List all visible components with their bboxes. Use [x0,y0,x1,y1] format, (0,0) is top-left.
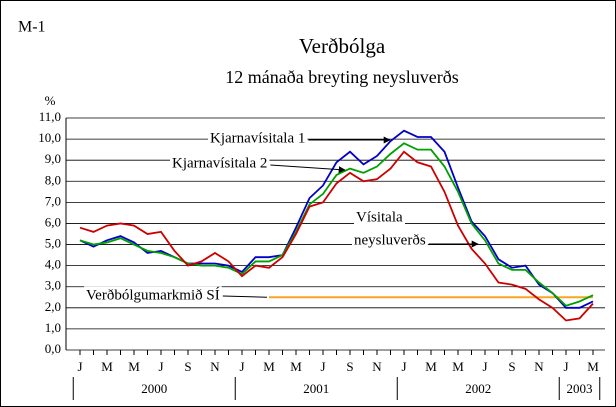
chart-subtitle: 12 mánaða breyting neysluverðs [225,67,458,87]
series-line [79,150,594,322]
label-bg [208,130,308,147]
y-tick-label: 11,0 [39,109,61,124]
year-label: 2001 [303,381,329,396]
arrow [270,164,346,174]
x-tick-label: J [239,359,244,374]
y-tick-label: 2,0 [45,299,61,314]
chart-title: Verðbólga [299,34,386,58]
x-tick-label: J [482,359,487,374]
year-label: 2002 [465,381,491,396]
x-tick-label: J [563,359,568,374]
label-bg [354,209,405,226]
x-tick-label: M [587,359,599,374]
y-tick-label: 9,0 [45,151,61,166]
series-line [79,142,594,307]
year-label: 2003 [567,381,593,396]
y-tick-label: 4,0 [45,257,61,272]
x-tick-label: J [401,359,406,374]
x-tick-label: M [425,359,437,374]
series-label: Kjarnavísitala 1 [210,130,305,146]
x-tick-label: J [158,359,163,374]
leader [222,295,268,298]
y-tick-label: 5,0 [45,236,61,251]
series-label: Vísitala [356,209,403,225]
y-unit: % [45,93,56,108]
x-tick-label: S [184,359,191,374]
y-tick-label: 1,0 [45,320,61,335]
y-tick-label: 7,0 [45,193,61,208]
label-bg [84,286,222,304]
x-tick-label: S [346,359,353,374]
x-tick-label: J [320,359,325,374]
x-tick-label: M [290,359,302,374]
label-bg [352,232,428,249]
series-label: Verðbólgumarkmið SÍ [86,286,220,303]
x-tick-label: N [534,359,544,374]
y-tick-label: 6,0 [45,214,61,229]
y-tick-label: 8,0 [45,172,61,187]
chart-id: M-1 [18,19,46,36]
y-tick-label: 3,0 [45,278,61,293]
series-line [79,129,594,309]
y-tick-label: 0,0 [45,341,61,356]
x-tick-label: M [101,359,113,374]
x-tick-label: M [452,359,464,374]
y-tick-label: 10,0 [38,130,61,145]
x-tick-label: S [508,359,515,374]
x-tick-label: N [210,359,220,374]
x-tick-label: M [263,359,275,374]
x-tick-label: N [372,359,382,374]
series-label: Kjarnavísitala 2 [172,155,267,171]
year-label: 2000 [141,381,167,396]
x-tick-label: J [77,359,82,374]
x-tick-label: M [128,359,140,374]
label-bg [170,155,270,172]
series-label: neysluverðs [354,232,426,248]
